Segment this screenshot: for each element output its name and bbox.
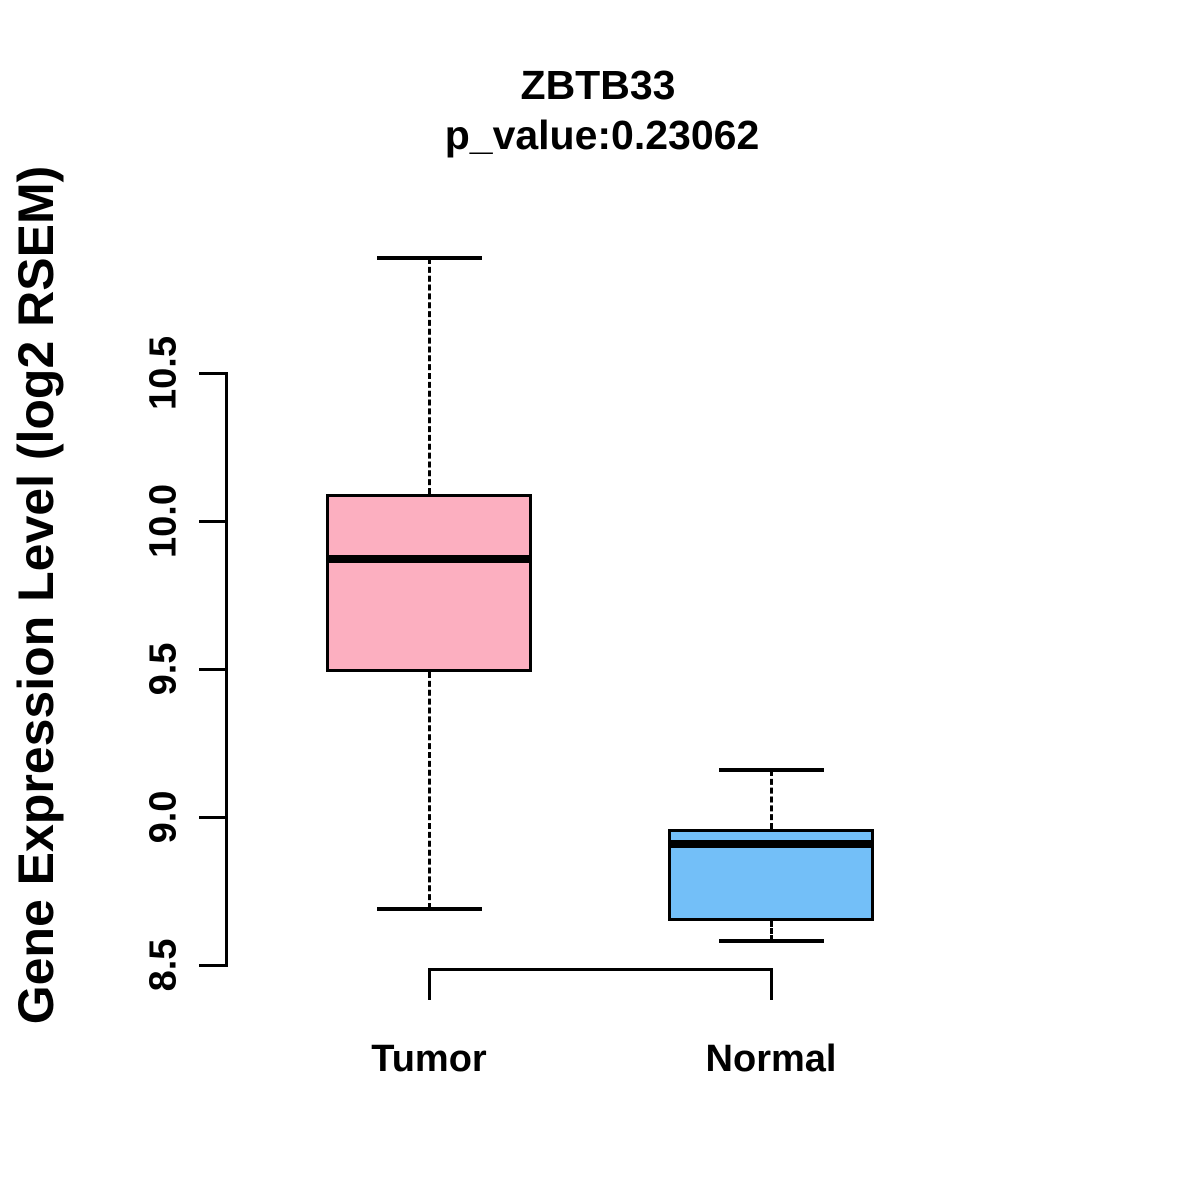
y-tick-label: 10.0 <box>142 484 185 558</box>
x-axis-tick-normal <box>769 968 773 1000</box>
whisker-cap-upper-tumor <box>376 255 482 260</box>
whisker-lower-tumor <box>427 671 431 909</box>
whisker-lower-normal <box>769 920 773 942</box>
x-category-label-tumor: Tumor <box>371 1038 487 1080</box>
y-tick <box>199 963 225 967</box>
whisker-cap-lower-normal <box>718 939 824 944</box>
median-line-tumor <box>326 555 532 564</box>
y-tick <box>199 519 225 523</box>
x-category-label-normal: Normal <box>705 1038 837 1080</box>
whisker-cap-upper-normal <box>718 767 824 772</box>
box-tumor <box>326 494 532 672</box>
chart-title: ZBTB33 <box>520 62 676 108</box>
y-tick-label: 9.0 <box>142 790 185 844</box>
y-axis-line <box>225 371 228 967</box>
x-axis-tick-tumor <box>427 968 431 1000</box>
whisker-cap-lower-tumor <box>376 906 482 911</box>
y-tick-label: 9.5 <box>142 642 185 696</box>
whisker-upper-tumor <box>427 257 431 495</box>
chart-subtitle: p_value:0.23062 <box>444 112 760 158</box>
y-tick <box>199 371 225 375</box>
x-axis-line <box>427 968 773 971</box>
y-tick-label: 10.5 <box>142 336 185 410</box>
y-tick <box>199 667 225 671</box>
y-tick-label: 8.5 <box>142 938 185 992</box>
y-tick <box>199 815 225 819</box>
whisker-upper-normal <box>769 769 773 829</box>
median-line-normal <box>668 839 874 848</box>
